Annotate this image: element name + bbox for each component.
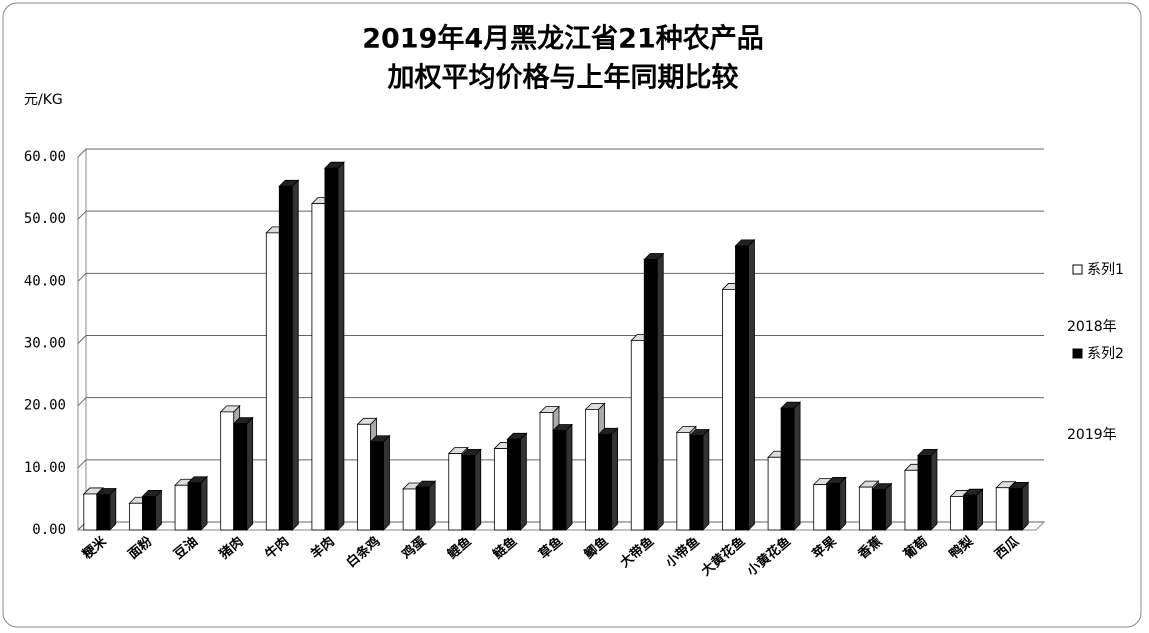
bar-side — [793, 401, 801, 531]
grid-line — [77, 459, 87, 469]
bar — [598, 433, 613, 531]
annotation: 2019年 — [1067, 427, 1117, 443]
annotation: 2018年 — [1067, 319, 1117, 335]
bar — [233, 423, 248, 531]
legend-label: 系列1 — [1087, 262, 1124, 278]
bar — [220, 411, 235, 531]
bar — [278, 185, 293, 531]
bar-side — [428, 480, 436, 531]
grid-line — [77, 148, 87, 158]
bar — [311, 203, 326, 531]
y-tick-label: 20.00 — [24, 398, 66, 414]
y-axis-label: 元/KG — [24, 92, 63, 108]
bar-side — [155, 489, 162, 531]
bar — [357, 423, 371, 531]
bar — [493, 448, 508, 531]
bar-side — [1021, 481, 1029, 531]
bar — [904, 469, 919, 531]
bar — [265, 232, 280, 531]
bar — [415, 486, 430, 531]
bar — [689, 435, 704, 531]
bar — [917, 454, 932, 531]
bar — [506, 438, 521, 531]
bar-side — [200, 475, 208, 531]
grid-line — [77, 210, 87, 220]
y-tick-label: 40.00 — [24, 273, 66, 289]
bar — [950, 496, 964, 531]
y-tick-label: 0.00 — [32, 522, 66, 538]
bar-side — [337, 161, 345, 531]
bar-side — [109, 487, 117, 531]
bar — [826, 482, 841, 531]
bar — [370, 441, 384, 531]
bar-side — [565, 423, 573, 531]
bar-side — [748, 238, 755, 531]
y-tick-label: 60.00 — [24, 149, 66, 165]
bar — [83, 493, 98, 531]
bar-side — [930, 448, 938, 531]
y-tick-label: 50.00 — [24, 211, 66, 227]
bar — [630, 339, 645, 531]
bar — [1008, 487, 1023, 531]
legend-swatch — [1072, 264, 1083, 275]
y-tick-label: 30.00 — [24, 336, 66, 352]
bar — [722, 289, 736, 531]
bar — [963, 494, 977, 531]
bar — [780, 407, 795, 531]
bar — [735, 245, 749, 531]
y-tick-label: 10.00 — [24, 460, 66, 476]
bar — [813, 484, 828, 531]
bar — [871, 489, 886, 531]
legend-swatch — [1072, 348, 1083, 359]
bar-side — [839, 476, 847, 531]
bar-side — [976, 488, 983, 531]
bar — [461, 454, 476, 531]
chart-subtitle: 加权平均价格与上年同期比较 — [388, 62, 739, 94]
bar — [187, 482, 202, 531]
grid-line — [77, 272, 87, 282]
bar — [552, 430, 567, 531]
bar — [96, 494, 111, 531]
bar — [858, 486, 873, 531]
bar — [448, 453, 463, 531]
bar — [324, 167, 339, 531]
bar-side — [291, 179, 299, 531]
bar — [142, 496, 156, 531]
bar-side — [519, 432, 527, 531]
bar — [643, 259, 658, 531]
bar-side — [246, 416, 254, 531]
bar — [129, 502, 143, 531]
legend-label: 系列2 — [1087, 346, 1124, 362]
bar-side — [702, 428, 710, 531]
bar-side — [474, 448, 482, 531]
bar-side — [884, 482, 892, 531]
bar — [539, 412, 554, 531]
bar — [174, 484, 189, 531]
chart-title: 2019年4月黑龙江省21种农产品 — [362, 23, 764, 55]
bar-side — [656, 252, 664, 531]
grid-line — [77, 335, 87, 344]
grid-line — [77, 397, 87, 407]
bar-side — [611, 427, 619, 531]
bar — [676, 431, 691, 531]
bar — [767, 456, 782, 531]
bar — [585, 408, 600, 531]
bar-side — [383, 434, 390, 531]
bar — [995, 487, 1010, 531]
bar — [402, 488, 417, 531]
